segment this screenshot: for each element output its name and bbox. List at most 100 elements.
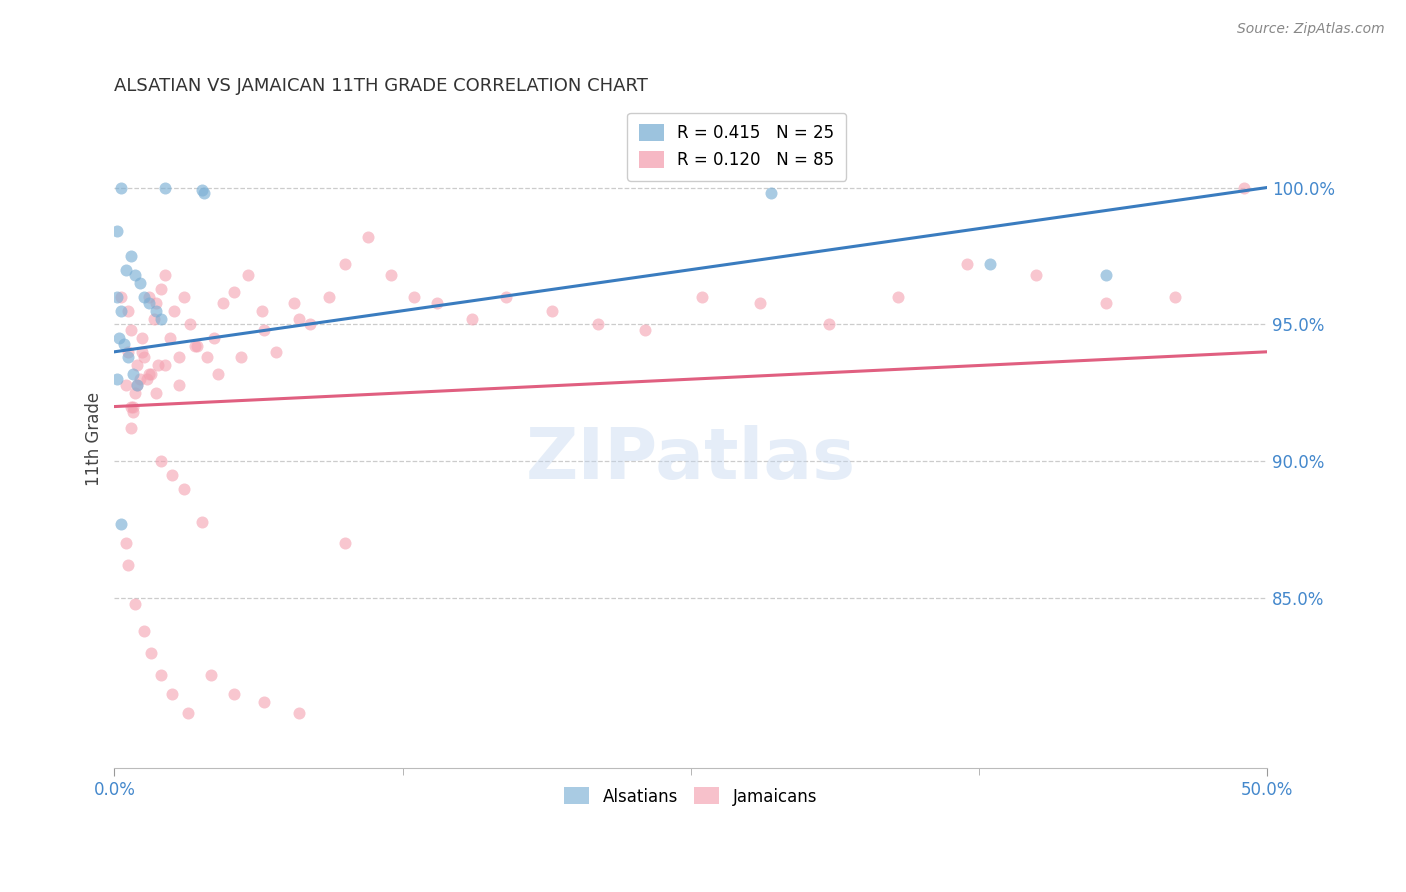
Point (117, 558, 139, 573)
Text: ALSATIAN VS JAMAICAN 11TH GRADE CORRELATION CHART: ALSATIAN VS JAMAICAN 11TH GRADE CORRELAT… (114, 78, 648, 95)
Point (115, 536, 138, 550)
Point (761, 186, 783, 200)
Point (108, 331, 131, 345)
Point (141, 646, 163, 660)
Text: Source: ZipAtlas.com: Source: ZipAtlas.com (1237, 22, 1385, 37)
Point (333, 536, 356, 550)
Point (979, 257, 1001, 271)
Point (186, 339, 208, 353)
Point (1094, 295, 1116, 310)
Point (495, 290, 517, 304)
Point (145, 385, 167, 400)
Point (173, 482, 195, 496)
Point (153, 180, 176, 194)
Point (264, 344, 287, 359)
Point (117, 351, 139, 365)
Point (588, 318, 610, 332)
Point (138, 367, 160, 381)
Point (134, 290, 156, 304)
Point (541, 303, 564, 318)
Point (110, 303, 132, 318)
Point (105, 290, 128, 304)
Point (120, 421, 142, 435)
Point (141, 367, 163, 381)
Point (110, 290, 132, 304)
Point (138, 290, 160, 304)
Point (318, 290, 340, 304)
Point (134, 624, 156, 638)
Point (117, 344, 139, 359)
Point (426, 295, 449, 310)
Point (115, 377, 138, 392)
Point (253, 695, 276, 709)
Point (124, 597, 146, 611)
Point (200, 668, 222, 682)
Point (117, 303, 139, 318)
Point (131, 344, 153, 359)
Point (121, 400, 143, 414)
Point (250, 303, 273, 318)
Point (1233, 180, 1256, 194)
Point (211, 295, 233, 310)
Point (105, 372, 128, 386)
Point (127, 377, 149, 392)
Point (138, 295, 160, 310)
Point (131, 331, 153, 345)
Point (121, 405, 143, 419)
Point (690, 290, 713, 304)
Point (288, 312, 311, 326)
Point (333, 257, 356, 271)
Point (177, 706, 200, 721)
Point (153, 268, 176, 282)
Point (633, 323, 655, 337)
Legend: Alsatians, Jamaicans: Alsatians, Jamaicans (557, 780, 824, 813)
Point (120, 323, 142, 337)
Point (112, 336, 135, 351)
Point (127, 377, 149, 392)
Point (253, 323, 276, 337)
Point (1025, 268, 1047, 282)
Point (207, 367, 229, 381)
Point (231, 351, 253, 365)
Point (956, 257, 979, 271)
Y-axis label: 11th Grade: 11th Grade (86, 392, 103, 486)
Point (402, 290, 425, 304)
Point (153, 359, 176, 373)
Point (124, 268, 146, 282)
Point (149, 454, 172, 468)
Point (160, 468, 183, 483)
Point (149, 312, 172, 326)
Point (191, 183, 214, 197)
Point (149, 282, 172, 296)
Point (224, 285, 246, 299)
Point (163, 303, 186, 318)
Point (224, 687, 246, 701)
Point (288, 706, 311, 721)
Point (195, 351, 218, 365)
Text: ZIPatlas: ZIPatlas (526, 425, 856, 493)
Point (380, 268, 402, 282)
Point (120, 400, 142, 414)
Point (148, 359, 170, 373)
Point (184, 339, 207, 353)
Point (460, 312, 482, 326)
Point (105, 224, 128, 238)
Point (173, 290, 195, 304)
Point (818, 318, 841, 332)
Point (191, 515, 214, 529)
Point (120, 249, 142, 263)
Point (1094, 268, 1116, 282)
Point (193, 186, 215, 200)
Point (1163, 290, 1185, 304)
Point (110, 517, 132, 532)
Point (128, 277, 150, 291)
Point (145, 295, 167, 310)
Point (887, 290, 910, 304)
Point (128, 372, 150, 386)
Point (145, 303, 167, 318)
Point (127, 359, 149, 373)
Point (236, 268, 259, 282)
Point (159, 331, 181, 345)
Point (142, 312, 165, 326)
Point (110, 180, 132, 194)
